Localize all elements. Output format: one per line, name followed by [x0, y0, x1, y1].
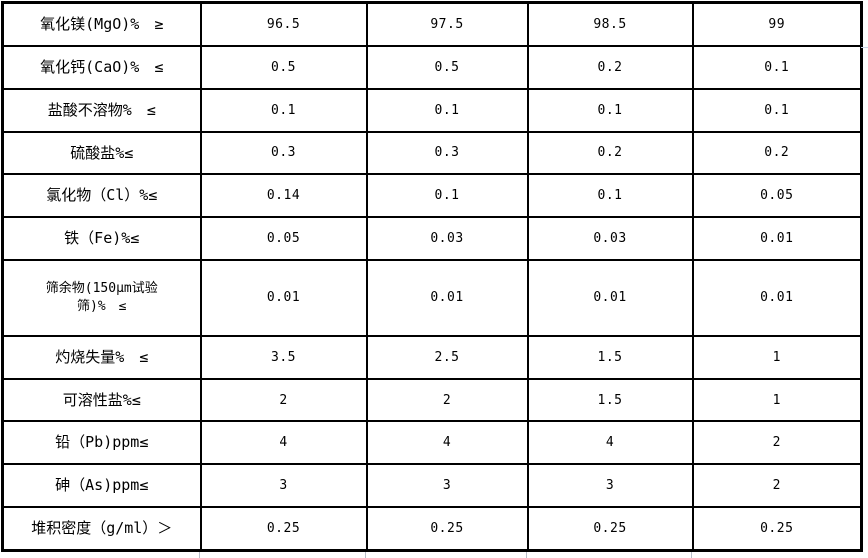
cell-value: 0.14 [199, 173, 368, 218]
cell-value: 0.1 [365, 173, 529, 218]
table-row: 堆积密度（g/ml）＞ 0.25 0.25 0.25 0.25 [1, 505, 863, 552]
row-label: 铅（Pb)ppm≤ [1, 420, 202, 466]
cell-value: 0.01 [199, 258, 368, 337]
cell-value: 0.25 [199, 505, 368, 552]
cell-value: 0.01 [691, 258, 863, 337]
cell-value: 98.5 [526, 1, 694, 48]
cell-value: 0.03 [526, 215, 694, 261]
cell-value: 0.01 [365, 258, 529, 337]
cell-value: 1.5 [526, 334, 694, 380]
table-row: 筛余物(150μm试验 筛)% ≤ 0.01 0.01 0.01 0.01 [1, 258, 863, 337]
cell-value: 0.2 [691, 130, 863, 176]
cell-value: 0.3 [199, 130, 368, 176]
row-label: 盐酸不溶物% ≤ [1, 87, 202, 133]
cell-value: 0.1 [526, 173, 694, 218]
row-label: 硫酸盐%≤ [1, 130, 202, 176]
cell-value: 2 [365, 377, 529, 423]
table-row: 氧化镁(MgO)% ≥ 96.5 97.5 98.5 99 [1, 1, 863, 48]
row-label: 铁（Fe)%≤ [1, 215, 202, 261]
table-row: 砷（As)ppm≤ 3 3 3 2 [1, 463, 863, 508]
cell-value: 0.5 [199, 45, 368, 90]
table-row: 灼烧失量% ≤ 3.5 2.5 1.5 1 [1, 334, 863, 380]
cell-value: 2.5 [365, 334, 529, 380]
cell-value: 2 [691, 463, 863, 508]
gridline-stub [691, 552, 692, 558]
cell-value: 1.5 [526, 377, 694, 423]
row-label: 氯化物（Cl）%≤ [1, 173, 202, 218]
cell-value: 99 [691, 1, 863, 48]
cell-value: 3 [526, 463, 694, 508]
cell-value: 0.1 [691, 45, 863, 90]
cell-value: 4 [199, 420, 368, 466]
cell-value: 1 [691, 334, 863, 380]
table-row: 氧化钙(CaO)% ≤ 0.5 0.5 0.2 0.1 [1, 45, 863, 90]
cell-value: 0.01 [526, 258, 694, 337]
gridline-stub [861, 47, 868, 48]
table-row: 可溶性盐%≤ 2 2 1.5 1 [1, 377, 863, 423]
row-label: 筛余物(150μm试验 筛)% ≤ [1, 258, 202, 337]
cell-value: 0.25 [365, 505, 529, 552]
cell-value: 1 [691, 377, 863, 423]
cell-value: 0.05 [691, 173, 863, 218]
cell-value: 0.25 [691, 505, 863, 552]
cell-value: 0.5 [365, 45, 529, 90]
cell-value: 0.01 [691, 215, 863, 261]
table-row: 盐酸不溶物% ≤ 0.1 0.1 0.1 0.1 [1, 87, 863, 133]
cell-value: 0.1 [691, 87, 863, 133]
gridline-stub [365, 552, 366, 558]
cell-value: 97.5 [365, 1, 529, 48]
cell-value: 96.5 [199, 1, 368, 48]
cell-value: 3 [199, 463, 368, 508]
row-label: 氧化钙(CaO)% ≤ [1, 45, 202, 90]
table-row: 铅（Pb)ppm≤ 4 4 4 2 [1, 420, 863, 466]
row-label: 灼烧失量% ≤ [1, 334, 202, 380]
cell-value: 0.2 [526, 45, 694, 90]
row-label: 氧化镁(MgO)% ≥ [1, 1, 202, 48]
gridline-stub [526, 552, 527, 558]
cell-value: 2 [199, 377, 368, 423]
table-row: 铁（Fe)%≤ 0.05 0.03 0.03 0.01 [1, 215, 863, 261]
cell-value: 0.1 [199, 87, 368, 133]
cell-value: 0.03 [365, 215, 529, 261]
cell-value: 4 [526, 420, 694, 466]
cell-value: 0.1 [526, 87, 694, 133]
cell-value: 0.2 [526, 130, 694, 176]
row-label: 可溶性盐%≤ [1, 377, 202, 423]
cell-value: 4 [365, 420, 529, 466]
gridline-stub [199, 552, 200, 558]
cell-value: 3 [365, 463, 529, 508]
cell-value: 0.3 [365, 130, 529, 176]
cell-value: 3.5 [199, 334, 368, 380]
row-label: 堆积密度（g/ml）＞ [1, 505, 202, 552]
cell-value: 0.05 [199, 215, 368, 261]
cell-value: 0.1 [365, 87, 529, 133]
table-row: 氯化物（Cl）%≤ 0.14 0.1 0.1 0.05 [1, 173, 863, 218]
cell-value: 0.25 [526, 505, 694, 552]
table-row: 硫酸盐%≤ 0.3 0.3 0.2 0.2 [1, 130, 863, 176]
cell-value: 2 [691, 420, 863, 466]
row-label: 砷（As)ppm≤ [1, 463, 202, 508]
